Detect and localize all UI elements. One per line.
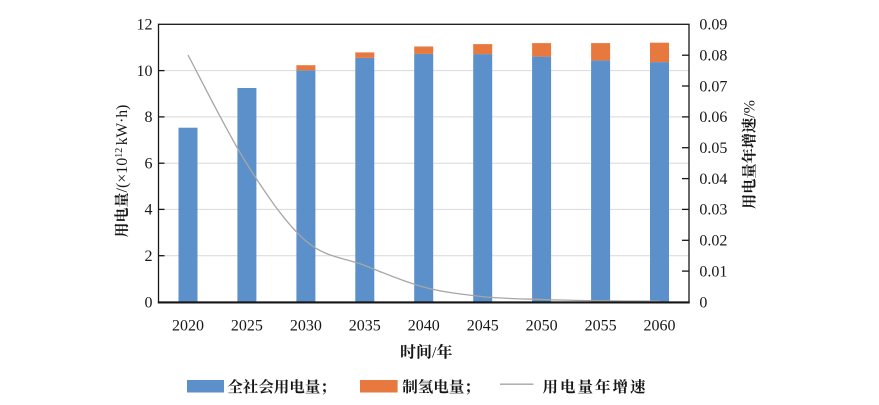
svg-text:kW·h): kW·h) xyxy=(114,105,131,145)
svg-text:2050: 2050 xyxy=(526,318,558,335)
svg-text:0: 0 xyxy=(145,294,153,311)
svg-text:2035: 2035 xyxy=(349,318,381,335)
svg-text:/%: /% xyxy=(742,100,759,118)
svg-text:6: 6 xyxy=(145,155,153,172)
svg-text:4: 4 xyxy=(145,202,153,219)
svg-text:2030: 2030 xyxy=(290,318,322,335)
svg-text:12: 12 xyxy=(114,148,125,158)
svg-text:/(×10: /(×10 xyxy=(114,158,131,193)
svg-text:10: 10 xyxy=(137,63,153,80)
svg-text:0.05: 0.05 xyxy=(699,140,727,157)
svg-text:0.08: 0.08 xyxy=(699,47,727,64)
svg-text:0.06: 0.06 xyxy=(699,109,727,126)
svg-text:0.02: 0.02 xyxy=(699,233,727,250)
svg-text:2020: 2020 xyxy=(172,318,204,335)
svg-text:0.04: 0.04 xyxy=(699,171,727,188)
svg-text:0: 0 xyxy=(699,294,707,311)
svg-text:0.03: 0.03 xyxy=(699,202,727,219)
svg-text:2055: 2055 xyxy=(585,318,617,335)
svg-text:2060: 2060 xyxy=(644,318,676,335)
svg-text:0.07: 0.07 xyxy=(699,78,727,95)
svg-text:0.09: 0.09 xyxy=(699,17,727,34)
svg-text:2045: 2045 xyxy=(467,318,499,335)
svg-text:8: 8 xyxy=(145,109,153,126)
svg-text:0.01: 0.01 xyxy=(699,263,727,280)
svg-text:12: 12 xyxy=(137,17,153,34)
svg-text:2025: 2025 xyxy=(231,318,263,335)
svg-text:/: / xyxy=(432,345,437,362)
svg-text:2040: 2040 xyxy=(408,318,440,335)
svg-text:2: 2 xyxy=(145,248,153,265)
